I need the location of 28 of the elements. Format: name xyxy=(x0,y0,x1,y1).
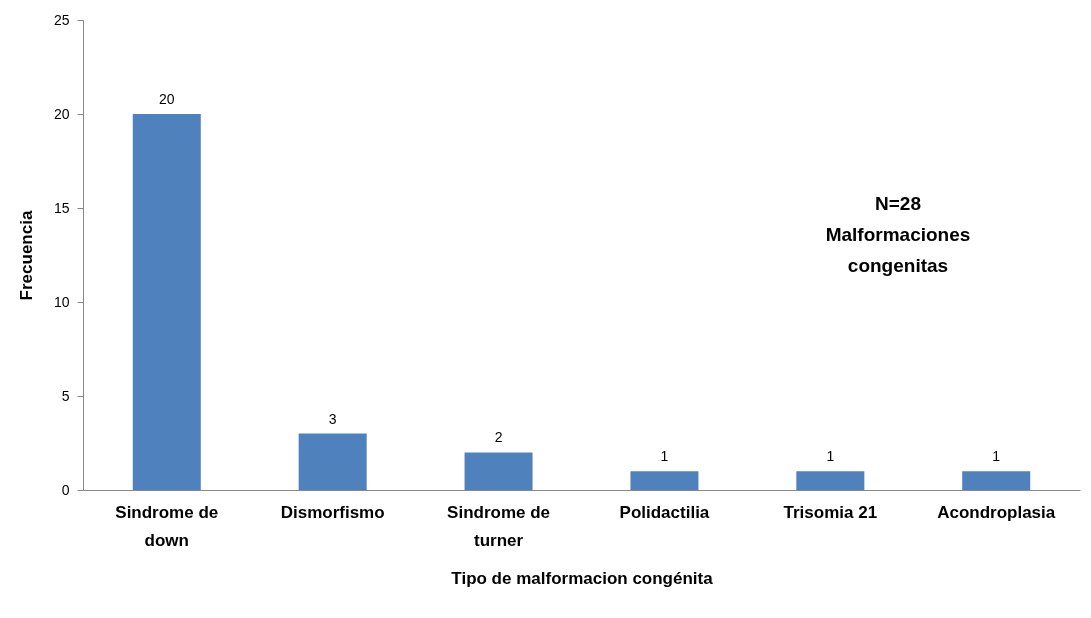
bar xyxy=(464,452,533,490)
bar xyxy=(796,471,865,490)
bar xyxy=(962,471,1031,490)
x-axis-title: Tipo de malformacion congénita xyxy=(451,568,714,588)
data-label: 1 xyxy=(660,448,669,465)
data-label: 1 xyxy=(826,448,835,465)
x-tick-label: Acondroplasia xyxy=(937,502,1056,522)
data-label: 2 xyxy=(494,429,503,446)
data-label: 3 xyxy=(328,410,337,427)
y-tick-label: 10 xyxy=(53,293,70,310)
x-tick-label: Polidactilia xyxy=(619,502,710,522)
x-tick-label: Sindrome de turner xyxy=(447,502,551,550)
y-tick-label: 25 xyxy=(53,11,70,28)
data-label: 20 xyxy=(158,91,175,107)
data-label: 1 xyxy=(992,448,1001,465)
bar xyxy=(132,114,201,490)
y-tick-label: 0 xyxy=(61,481,70,498)
y-tick-label: 15 xyxy=(53,199,70,216)
x-tick-label: Sindrome de down xyxy=(115,502,219,550)
bar xyxy=(298,433,367,490)
y-tick-label: 20 xyxy=(53,105,70,122)
y-axis-title: Frecuencia xyxy=(16,210,36,301)
x-tick-label: Trisomia 21 xyxy=(783,502,878,522)
x-tick-label: Dismorfismo xyxy=(280,502,385,522)
y-tick-label: 5 xyxy=(61,387,70,404)
annotation: N=28 xyxy=(875,193,921,214)
bar xyxy=(630,471,699,490)
annotation: Malformaciones congenitas xyxy=(825,224,971,276)
